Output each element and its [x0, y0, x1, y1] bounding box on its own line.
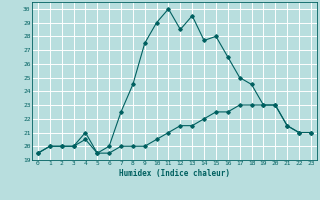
X-axis label: Humidex (Indice chaleur): Humidex (Indice chaleur) [119, 169, 230, 178]
